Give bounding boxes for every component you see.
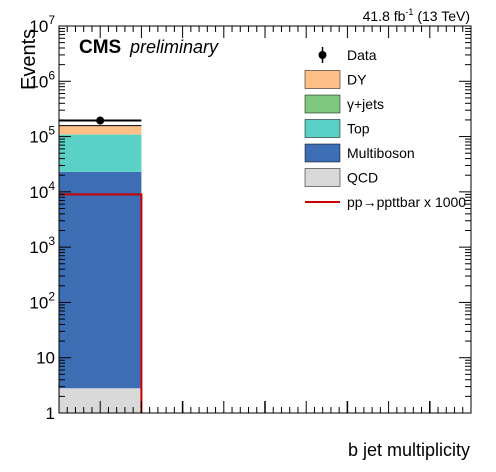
legend-label: Top	[347, 121, 370, 137]
stack-bar-multiboson	[59, 171, 142, 389]
preliminary-label: preliminary	[129, 37, 219, 57]
y-tick-label: 10	[36, 349, 55, 368]
y-tick-base: 10	[36, 349, 55, 368]
y-tick-exponent: 7	[48, 13, 55, 27]
legend-swatch	[304, 94, 341, 114]
stack-bar-top	[59, 134, 142, 172]
legend-swatch	[304, 143, 341, 163]
y-tick-base: 10	[29, 128, 48, 147]
y-tick-base: 1	[46, 404, 55, 423]
y-tick-exponent: 5	[48, 124, 55, 138]
legend-swatch	[304, 168, 341, 187]
y-tick-label: 106	[29, 68, 55, 91]
legend-label: DY	[347, 72, 367, 88]
y-tick-base: 10	[29, 293, 48, 312]
legend-label: Data	[347, 47, 377, 63]
y-tick-label: 107	[29, 13, 55, 36]
lumi-energy: (13 TeV)	[413, 8, 470, 24]
legend-label: γ+jets	[347, 96, 384, 112]
lumi-value: 41.8 fb	[363, 8, 406, 24]
stack-bar-dy	[59, 125, 142, 135]
y-tick-label: 102	[29, 289, 55, 312]
y-tick-label: 103	[29, 234, 55, 257]
legend-swatch	[304, 119, 341, 138]
y-tick-base: 10	[29, 17, 48, 36]
signal-line	[59, 193, 143, 413]
legend-marker	[318, 51, 327, 59]
x-axis-label: b jet multiplicity	[348, 440, 470, 460]
legend-label: Multiboson	[347, 145, 415, 161]
y-tick-base: 10	[29, 72, 48, 91]
y-axis-label: Events	[18, 29, 40, 90]
lumi-label: 41.8 fb-1 (13 TeV)	[363, 7, 470, 24]
y-tick-exponent: 2	[48, 289, 55, 303]
y-tick-exponent: 4	[48, 179, 55, 193]
legend-swatch	[304, 70, 341, 89]
y-tick-exponent: 6	[48, 68, 55, 82]
cms-label: CMS	[79, 37, 121, 58]
y-tick-base: 10	[29, 238, 48, 257]
y-tick-label: 1	[46, 404, 55, 423]
y-tick-base: 10	[29, 183, 48, 202]
legend-label: pp→ppttbar x 1000	[347, 194, 466, 210]
lumi-exponent: -1	[405, 7, 413, 17]
y-tick-label: 104	[29, 179, 55, 202]
y-tick-exponent: 3	[48, 234, 55, 248]
legend-label: QCD	[347, 170, 378, 186]
data-point	[96, 116, 105, 125]
y-tick-label: 105	[29, 124, 55, 147]
